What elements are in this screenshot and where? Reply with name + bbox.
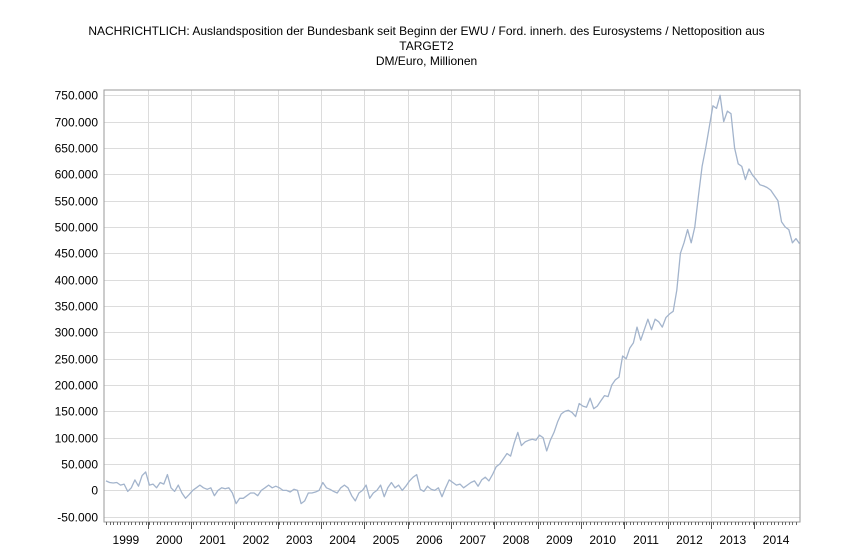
y-tick-label: 350.000 bbox=[55, 300, 99, 314]
x-axis: 1999 2000 2001 2002 2003 2004 2005 2006 2007 2008… bbox=[106, 522, 797, 547]
y-tick-label: 250.000 bbox=[55, 353, 99, 367]
x-tick-label: 2012 bbox=[676, 533, 703, 547]
x-tick-label: 2000 bbox=[156, 533, 183, 547]
series-group bbox=[105, 94, 801, 505]
chart-title-line-1: NACHRICHTLICH: Auslandsposition der Bund… bbox=[88, 24, 765, 38]
y-tick-label: 100.000 bbox=[55, 432, 99, 446]
x-tick-label: 2009 bbox=[546, 533, 573, 547]
x-tick-label: 2013 bbox=[719, 533, 746, 547]
y-tick-label: 600.000 bbox=[55, 168, 99, 182]
x-tick-label: 2008 bbox=[503, 533, 530, 547]
chart-subtitle: DM/Euro, Millionen bbox=[375, 54, 478, 68]
x-tick-label: 2011 bbox=[633, 533, 659, 547]
x-tick-label: 2007 bbox=[459, 533, 486, 547]
x-tick-label: 2002 bbox=[243, 533, 270, 547]
y-axis: -50.000 0 50.000 100.000 150.000 200.000 250.0… bbox=[55, 89, 99, 525]
y-tick-label: 750.000 bbox=[55, 89, 99, 103]
y-tick-label: 200.000 bbox=[55, 379, 99, 393]
y-tick-label: 550.000 bbox=[55, 195, 99, 209]
x-tick-label: 2001 bbox=[199, 533, 226, 547]
grid-lines bbox=[104, 90, 800, 522]
x-tick-label: 2014 bbox=[763, 533, 790, 547]
x-tick-label: 1999 bbox=[113, 533, 140, 547]
series-line bbox=[105, 94, 801, 505]
x-tick-label: 2010 bbox=[589, 533, 616, 547]
y-tick-label: 0 bbox=[91, 484, 98, 498]
y-tick-label: 450.000 bbox=[55, 247, 99, 261]
x-tick-label: 2004 bbox=[329, 533, 356, 547]
y-tick-label: 650.000 bbox=[55, 142, 99, 156]
chart-title-line-2: TARGET2 bbox=[399, 39, 454, 53]
y-tick-label: 700.000 bbox=[55, 116, 99, 130]
chart-title: NACHRICHTLICH: Auslandsposition der Bund… bbox=[0, 24, 853, 69]
y-tick-label: -50.000 bbox=[57, 511, 98, 525]
y-tick-label: 300.000 bbox=[55, 326, 99, 340]
y-tick-label: 50.000 bbox=[61, 458, 98, 472]
x-tick-label: 2003 bbox=[286, 533, 313, 547]
x-tick-label: 2005 bbox=[373, 533, 400, 547]
y-tick-label: 150.000 bbox=[55, 405, 99, 419]
y-tick-label: 400.000 bbox=[55, 274, 99, 288]
x-tick-label: 2006 bbox=[416, 533, 443, 547]
y-tick-label: 500.000 bbox=[55, 221, 99, 235]
